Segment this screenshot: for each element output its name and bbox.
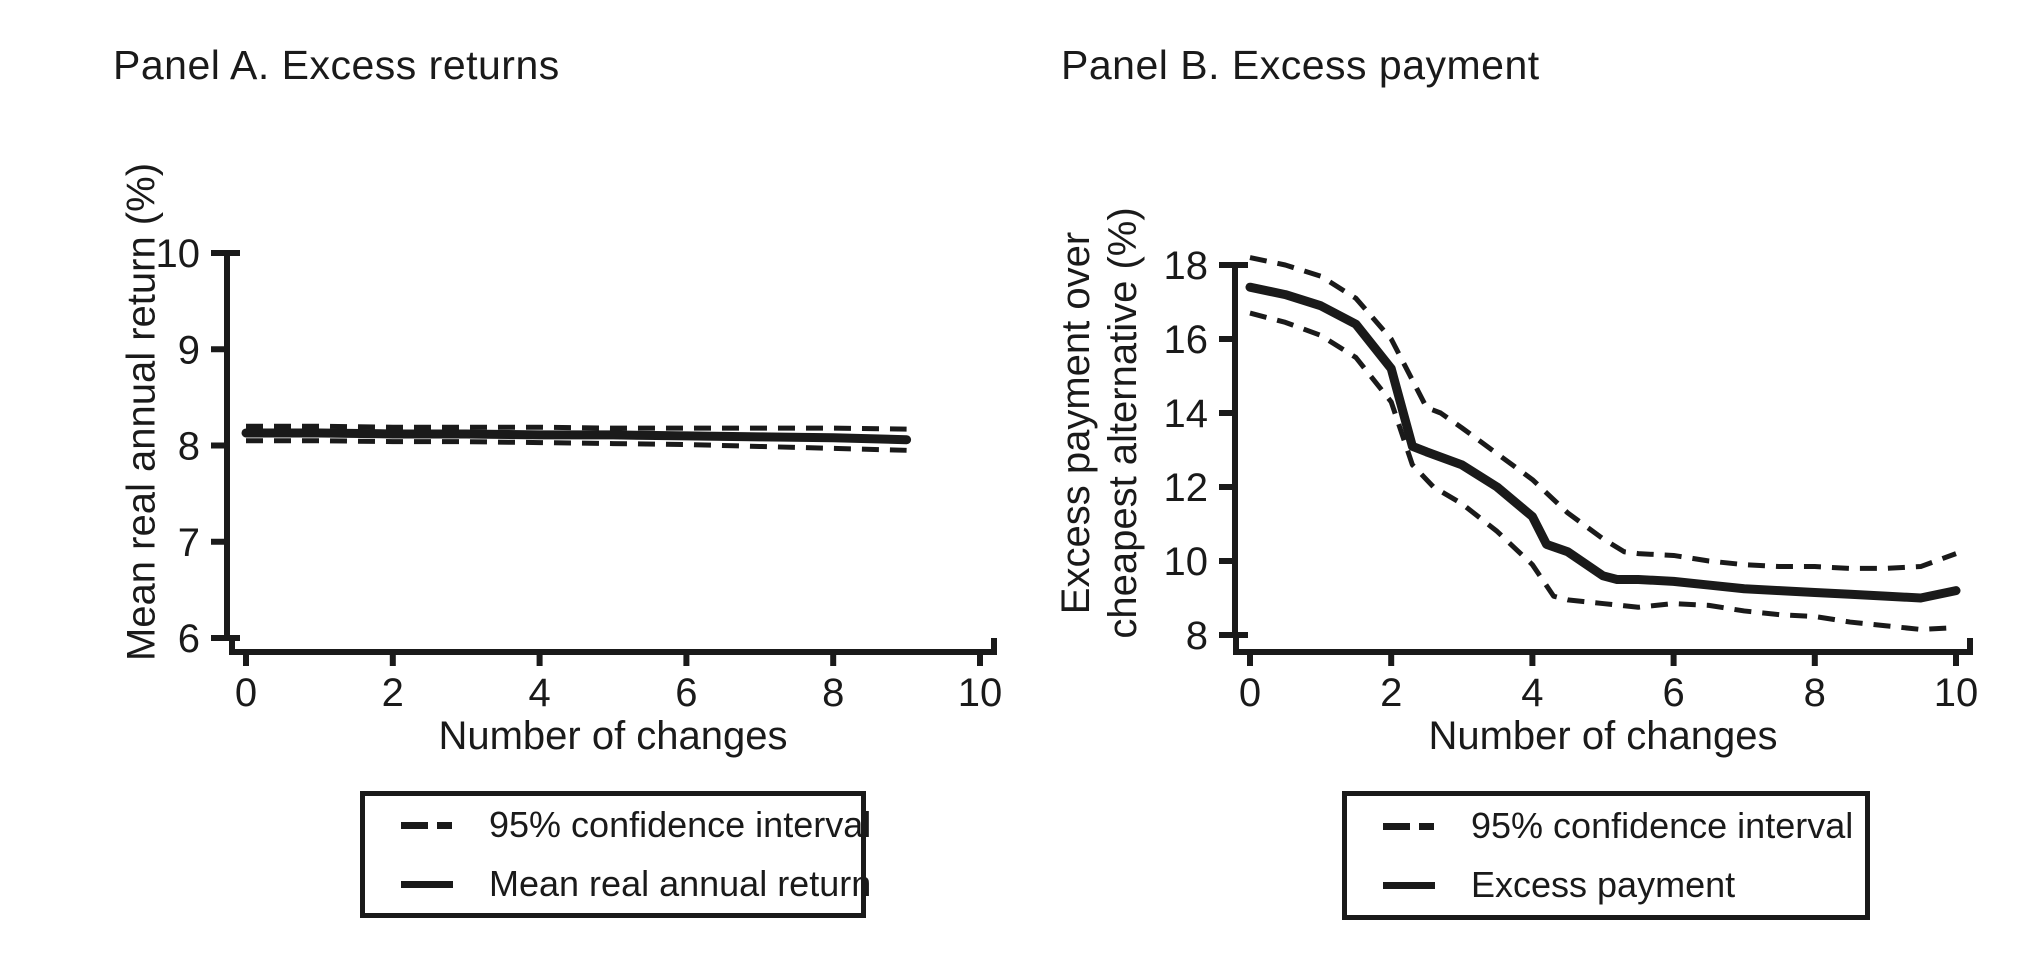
x-tick-label: 8 [822, 671, 844, 715]
y-tick-label: 18 [1164, 244, 1209, 288]
dashed-line-sample-icon [1383, 822, 1447, 830]
y-tick-label: 7 [178, 521, 200, 565]
panel-b-title: Panel B. Excess payment [1061, 42, 1540, 88]
x-tick-label: 4 [1521, 671, 1543, 715]
x-tick-label: 8 [1804, 671, 1826, 715]
y-tick-label: 10 [1164, 540, 1209, 584]
panel-b-x-axis-label: Number of changes [1428, 714, 1778, 758]
dashed-line-sample-icon [401, 821, 465, 829]
x-tick-label: 10 [1934, 671, 1979, 715]
panel-a-plot: 0 2 4 6 8 10 6 7 8 9 10 [156, 232, 1003, 715]
panel-b-plot: 0 2 4 6 8 10 8 10 12 14 16 18 [1164, 244, 1979, 715]
x-tick-label: 2 [1380, 671, 1402, 715]
x-tick-label: 4 [528, 671, 550, 715]
y-tick-label: 9 [178, 328, 200, 372]
panel-b-axes [1219, 262, 1973, 666]
x-tick-label: 10 [958, 671, 1003, 715]
panel-a-legend: 95% confidence interval Mean real annual… [360, 791, 871, 918]
y-tick-label: 10 [156, 232, 201, 276]
y-tick-label: 16 [1164, 318, 1209, 362]
legend-row-excess-payment: Excess payment [1383, 864, 1865, 906]
legend-label: Mean real annual return [489, 863, 872, 904]
panel-a-axes [211, 250, 997, 666]
legend-row-confidence-interval: 95% confidence interval [401, 804, 871, 846]
legend-label: Excess payment [1471, 864, 1736, 905]
series-main-line [241, 428, 912, 445]
x-tick-label: 0 [1239, 671, 1261, 715]
y-tick-label: 8 [1186, 614, 1208, 658]
series-confidence-interval-line [1249, 255, 1957, 571]
series-confidence-interval-line [1249, 310, 1957, 632]
x-tick-label: 6 [1662, 671, 1684, 715]
legend-row-mean-return: Mean real annual return [401, 863, 871, 905]
y-tick-label: 12 [1164, 466, 1209, 510]
y-tick-label: 14 [1164, 392, 1209, 436]
panel-a-x-axis-label: Number of changes [438, 714, 788, 758]
solid-line-sample-icon [401, 880, 465, 888]
solid-line-sample-icon [1383, 881, 1447, 889]
series-main-line [1245, 282, 1961, 603]
panel-a-title: Panel A. Excess returns [113, 42, 560, 88]
x-tick-label: 6 [675, 671, 697, 715]
legend-label: 95% confidence interval [1471, 805, 1854, 846]
panel-b-legend: 95% confidence interval Excess payment [1342, 791, 1870, 920]
x-tick-label: 2 [382, 671, 404, 715]
legend-row-confidence-interval: 95% confidence interval [1383, 805, 1865, 847]
legend-label: 95% confidence interval [489, 804, 872, 845]
series-confidence-interval-line [246, 423, 907, 432]
y-tick-label: 8 [178, 425, 200, 469]
series-confidence-interval-line [246, 438, 907, 453]
y-tick-label: 6 [178, 617, 200, 661]
x-tick-label: 0 [235, 671, 257, 715]
